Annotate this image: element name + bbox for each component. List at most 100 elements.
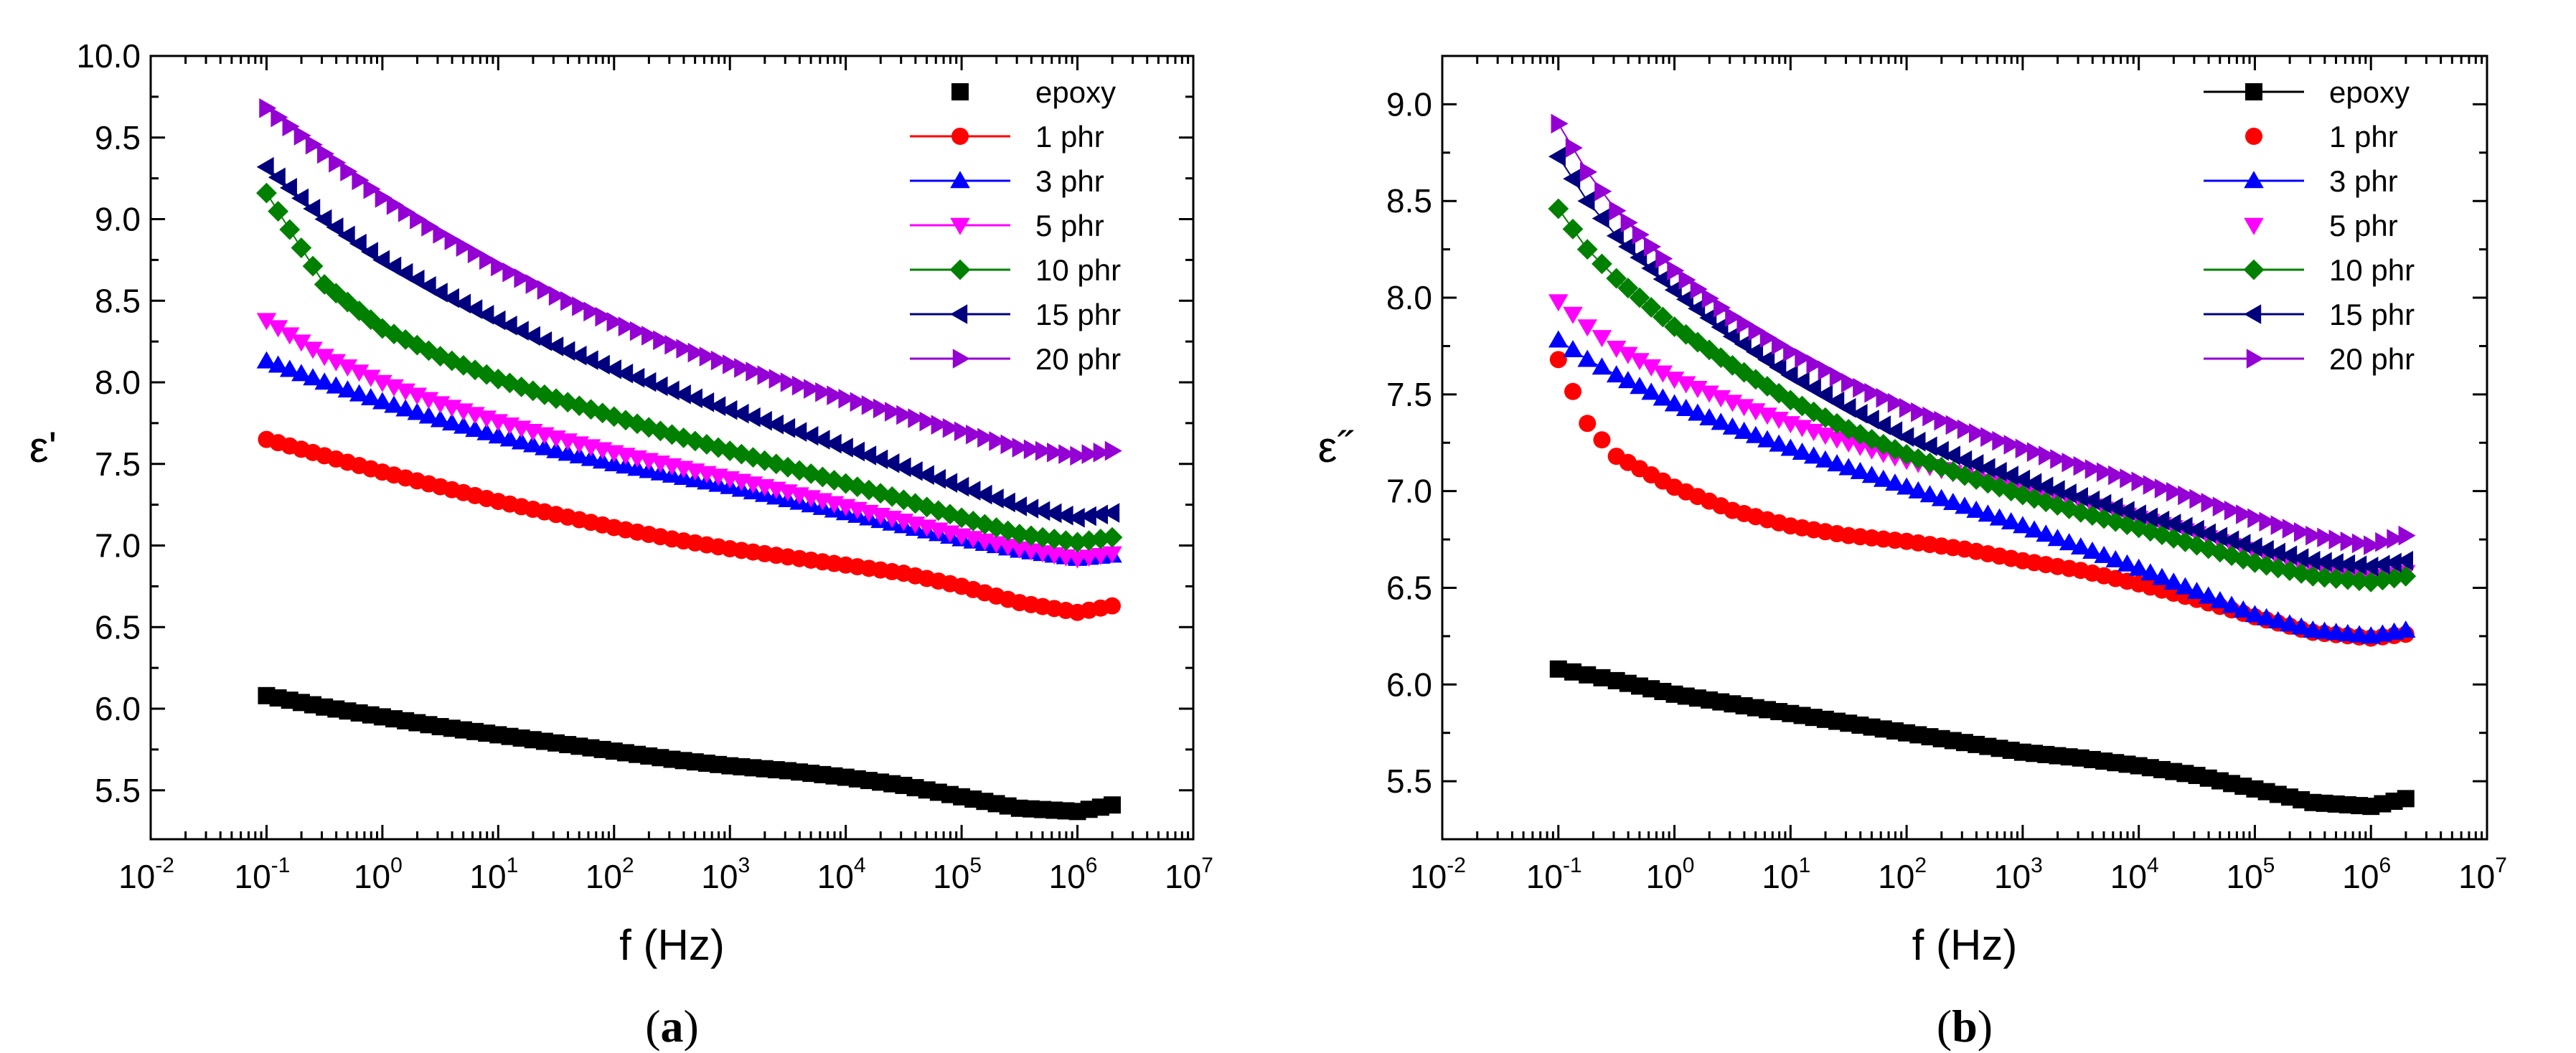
data-point bbox=[1907, 448, 1929, 469]
data-point bbox=[2163, 514, 2181, 534]
data-point bbox=[2175, 516, 2193, 537]
data-point bbox=[870, 449, 888, 470]
data-point bbox=[1734, 334, 1752, 354]
data-point bbox=[2222, 530, 2239, 550]
data-point bbox=[800, 463, 822, 484]
data-point bbox=[418, 406, 439, 424]
data-point bbox=[2328, 529, 2346, 549]
data-point bbox=[1058, 444, 1076, 464]
y-tick-label: 8.5 bbox=[1386, 182, 1432, 219]
data-point bbox=[2282, 519, 2300, 539]
data-point bbox=[743, 447, 763, 468]
data-point bbox=[502, 262, 520, 283]
data-point bbox=[1827, 454, 1847, 472]
data-point bbox=[2117, 554, 2138, 572]
legend-marker bbox=[2243, 259, 2265, 280]
data-point bbox=[966, 425, 984, 445]
data-point bbox=[1044, 503, 1062, 524]
legend-label: 10 phr bbox=[2329, 253, 2415, 287]
data-point bbox=[303, 368, 323, 386]
data-point bbox=[2039, 445, 2056, 466]
data-point bbox=[1722, 355, 1743, 376]
x-tick-label: 102 bbox=[586, 854, 634, 895]
data-point bbox=[1641, 258, 1659, 278]
y-tick-label: 6.5 bbox=[1386, 569, 1432, 606]
x-tick-label: 106 bbox=[1049, 854, 1098, 895]
data-point bbox=[456, 237, 474, 257]
data-point bbox=[279, 359, 300, 377]
data-point bbox=[2117, 514, 2138, 535]
y-axis-label: ε˝ bbox=[1318, 423, 1355, 471]
data-point bbox=[2247, 508, 2265, 529]
data-point bbox=[1678, 270, 1696, 291]
data-point bbox=[2233, 534, 2251, 554]
data-point bbox=[352, 170, 370, 191]
data-point bbox=[282, 116, 300, 137]
data-point bbox=[1664, 394, 1685, 412]
data-point bbox=[558, 443, 578, 461]
data-point bbox=[2201, 493, 2219, 513]
data-point bbox=[2280, 545, 2298, 565]
data-point bbox=[1698, 339, 1720, 361]
x-tick-label: 101 bbox=[469, 854, 518, 895]
data-point bbox=[326, 354, 347, 372]
data-point bbox=[595, 306, 613, 327]
series-epoxy bbox=[1549, 660, 2415, 816]
data-point bbox=[1838, 458, 1859, 476]
data-point bbox=[2314, 552, 2332, 572]
data-point bbox=[2059, 483, 2077, 504]
data-point bbox=[569, 446, 590, 464]
data-point bbox=[1978, 458, 1996, 478]
data-point bbox=[293, 126, 311, 146]
data-point bbox=[2152, 567, 2172, 585]
data-point bbox=[1861, 466, 1882, 483]
data-point bbox=[1078, 530, 1100, 552]
legend-marker bbox=[2245, 128, 2262, 145]
data-point bbox=[2256, 608, 2277, 625]
x-tick-label: 104 bbox=[817, 854, 866, 895]
data-point bbox=[804, 379, 822, 399]
data-point bbox=[1792, 372, 1810, 392]
data-point bbox=[766, 414, 784, 435]
data-point bbox=[1594, 181, 1612, 202]
data-point bbox=[2314, 567, 2335, 588]
data-point bbox=[1710, 347, 1731, 369]
data-point bbox=[1078, 549, 1099, 567]
data-point bbox=[1102, 546, 1122, 564]
data-point bbox=[2105, 511, 2126, 532]
data-point bbox=[314, 372, 334, 390]
data-point bbox=[1922, 406, 1940, 427]
data-point bbox=[2174, 531, 2196, 552]
data-point bbox=[1606, 365, 1627, 383]
data-point bbox=[1769, 434, 1789, 452]
data-point bbox=[1803, 446, 1824, 464]
data-point bbox=[2364, 535, 2382, 555]
legend-label: 20 phr bbox=[2329, 342, 2415, 376]
data-point bbox=[1725, 307, 1743, 327]
data-point bbox=[1664, 372, 1685, 389]
data-point bbox=[1736, 313, 1754, 334]
data-point bbox=[407, 402, 428, 420]
data-point bbox=[801, 425, 819, 446]
data-point bbox=[1699, 308, 1717, 328]
data-point bbox=[302, 255, 324, 277]
data-point bbox=[1618, 371, 1638, 389]
data-point bbox=[2291, 548, 2309, 568]
data-point bbox=[1592, 253, 1612, 275]
data-point bbox=[618, 316, 636, 336]
data-point bbox=[1655, 248, 1673, 269]
legend: epoxy 1 phr 3 phr 5 phr 10 phr 15 phr 20 phr bbox=[910, 75, 1121, 376]
data-point bbox=[2198, 586, 2219, 604]
data-point bbox=[2117, 501, 2135, 521]
data-point bbox=[1968, 422, 1986, 443]
data-point bbox=[2232, 549, 2254, 570]
legend-marker bbox=[2244, 171, 2264, 189]
legend-label: epoxy bbox=[2329, 75, 2410, 109]
data-point bbox=[2096, 462, 2114, 483]
data-point bbox=[580, 448, 601, 466]
data-point bbox=[1641, 382, 1661, 400]
data-point bbox=[2270, 515, 2288, 535]
legend-marker bbox=[951, 128, 969, 145]
data-point bbox=[812, 430, 830, 450]
data-point bbox=[349, 233, 367, 254]
